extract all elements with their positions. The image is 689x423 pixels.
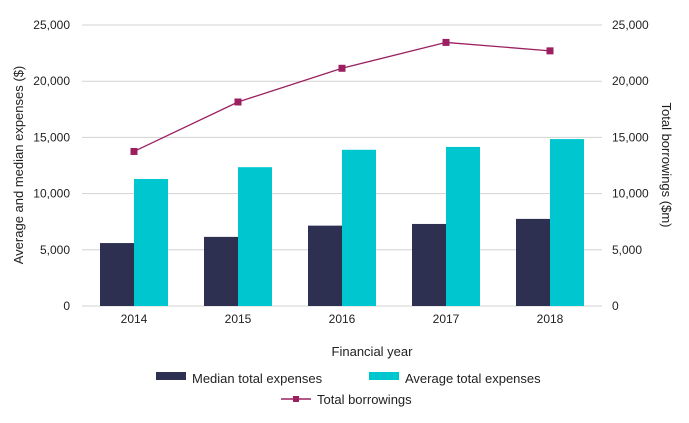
y-tick-label-right: 20,000 xyxy=(612,74,649,88)
y-tick-label-right: 0 xyxy=(612,299,619,313)
x-axis-title: Financial year xyxy=(332,344,414,359)
y-tick-label-right: 15,000 xyxy=(612,130,649,144)
borrowings-marker xyxy=(338,64,346,72)
borrowings-marker xyxy=(130,147,138,155)
x-tick-label: 2018 xyxy=(537,312,564,326)
x-tick-label: 2017 xyxy=(433,312,460,326)
bar-median xyxy=(204,236,238,306)
y-axis-title-right: Total borrowings ($m) xyxy=(659,103,674,228)
bar-median xyxy=(516,218,550,306)
borrowings-polyline xyxy=(133,41,551,153)
y-tick-label-left: 5,000 xyxy=(40,243,70,257)
y-tick-label-right: 25,000 xyxy=(612,18,649,32)
bar-average xyxy=(238,167,272,306)
bar-average xyxy=(134,178,168,306)
legend-marker-borrowings xyxy=(293,396,299,402)
legend-item-average[interactable]: Average total expenses xyxy=(369,371,541,386)
y-axis-right-ticks: 0 5,000 10,000 15,000 20,000 25,000 xyxy=(612,18,649,313)
y-tick-label-left: 0 xyxy=(63,299,70,313)
legend-item-median[interactable]: Median total expenses xyxy=(156,371,323,386)
x-tick-label: 2016 xyxy=(329,312,356,326)
y-tick-label-left: 10,000 xyxy=(33,187,70,201)
borrowings-marker xyxy=(234,98,242,106)
bar-median xyxy=(412,223,446,306)
borrowings-marker xyxy=(442,38,450,46)
legend-swatch-median xyxy=(156,372,186,380)
y-tick-label-left: 25,000 xyxy=(33,18,70,32)
legend: Median total expenses Average total expe… xyxy=(156,371,541,407)
x-tick-label: 2014 xyxy=(121,312,148,326)
legend-label-median: Median total expenses xyxy=(192,371,323,386)
y-tick-label-left: 15,000 xyxy=(33,130,70,144)
bar-average xyxy=(550,139,584,306)
x-axis-ticks: 2014 2015 2016 2017 2018 xyxy=(121,312,564,326)
y-axis-left-ticks: 0 5,000 10,000 15,000 20,000 25,000 xyxy=(33,18,70,313)
borrowings-line xyxy=(130,38,554,155)
x-tick-label: 2015 xyxy=(225,312,252,326)
bars xyxy=(100,139,584,306)
legend-item-borrowings[interactable]: Total borrowings xyxy=(281,392,412,407)
bar-median xyxy=(308,225,342,306)
bar-median xyxy=(100,243,134,306)
legend-label-borrowings: Total borrowings xyxy=(317,392,412,407)
y-tick-label-left: 20,000 xyxy=(33,74,70,88)
bar-average xyxy=(446,146,480,306)
borrowings-marker xyxy=(546,47,554,55)
y-tick-label-right: 5,000 xyxy=(612,243,642,257)
y-tick-label-right: 10,000 xyxy=(612,187,649,201)
legend-swatch-average xyxy=(369,372,399,380)
bar-average xyxy=(342,149,376,306)
legend-label-average: Average total expenses xyxy=(405,371,541,386)
y-axis-title-left: Average and median expenses ($) xyxy=(11,66,26,265)
